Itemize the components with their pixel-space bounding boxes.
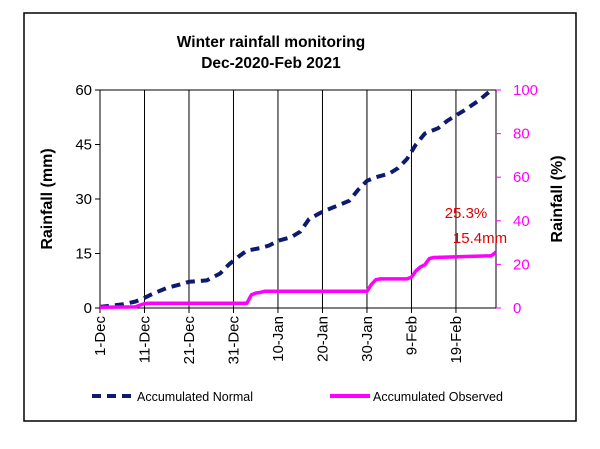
- left-tick-label: 0: [84, 300, 92, 317]
- series-layer: [99, 88, 498, 310]
- annotation-percent: 25.3%: [445, 205, 488, 222]
- right-axis-ticks: 0 20 40 60 80 100: [496, 82, 538, 317]
- y2-axis-title: Rainfall (%): [549, 155, 566, 242]
- series-accumulated-normal: [99, 88, 493, 309]
- right-tick-label: 40: [513, 213, 530, 230]
- series-accumulated-observed: [99, 250, 498, 310]
- x-tick-label: 31-Dec: [225, 316, 242, 365]
- x-tick-label: 21-Dec: [181, 316, 198, 365]
- x-tick-label: 1-Dec: [92, 316, 109, 357]
- right-tick-label: 100: [513, 82, 538, 99]
- right-tick-label: 20: [513, 256, 530, 273]
- x-tick-label: 20-Jan: [314, 316, 331, 362]
- vertical-gridlines: [143, 90, 457, 308]
- left-axis-ticks: 0 15 30 45 60: [75, 82, 100, 317]
- chart-title-line1: Winter rainfall monitoring: [177, 34, 365, 51]
- legend-observed-label: Accumulated Observed: [373, 390, 503, 404]
- left-tick-label: 45: [75, 137, 92, 154]
- left-tick-label: 30: [75, 191, 92, 208]
- left-tick-label: 60: [75, 82, 92, 99]
- right-tick-label: 60: [513, 169, 530, 186]
- right-tick-label: 80: [513, 126, 530, 143]
- right-tick-label: 0: [513, 300, 521, 317]
- y-axis-title: Rainfall (mm): [39, 148, 56, 249]
- x-tick-label: 11-Dec: [136, 316, 153, 364]
- x-tick-label: 19-Feb: [448, 316, 465, 364]
- chart-frame: [23, 12, 577, 422]
- x-tick-label: 30-Jan: [359, 316, 376, 362]
- left-tick-label: 15: [75, 246, 92, 263]
- legend-normal-label: Accumulated Normal: [137, 390, 253, 404]
- x-tick-label: 10-Jan: [270, 316, 287, 362]
- chart-title-line2: Dec-2020-Feb 2021: [201, 55, 341, 72]
- x-tick-label: 9-Feb: [403, 316, 420, 355]
- x-axis-ticks: 1-Dec 11-Dec 21-Dec 31-Dec 10-Jan 20-Jan 30-Ja…: [92, 308, 465, 364]
- legend: Accumulated Normal Accumulated Observed: [92, 390, 503, 404]
- annotation-mm: 15.4mm: [453, 230, 507, 247]
